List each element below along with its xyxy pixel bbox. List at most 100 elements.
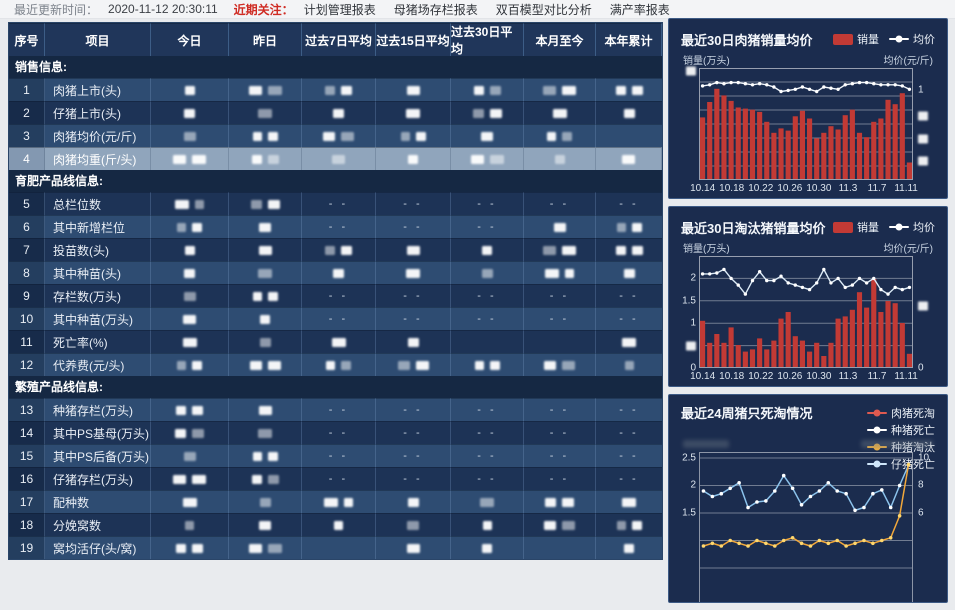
value-cell — [229, 536, 302, 559]
value-cell — [596, 261, 662, 284]
chart-card-cull-sales: 最近30日淘汰猪销量均价 销量 均价 销量(万头) 均价(元/斤) 2 1.5 1 0 … — [668, 206, 948, 387]
recent-focus-label: 近期关注： — [233, 2, 294, 17]
legend-item-均价[interactable]: 均价 — [889, 219, 935, 235]
value-cell — [229, 353, 302, 376]
table-row[interactable]: 14 其中PS基母(万头) - - - - - - - - - - — [9, 421, 662, 444]
column-header: 序号 — [9, 23, 45, 56]
legend-item-销量[interactable]: 销量 — [833, 31, 879, 47]
axis-tick: 1 — [918, 84, 924, 96]
table-row[interactable]: 19 窝均活仔(头/窝) — [9, 536, 662, 559]
value-cell — [151, 147, 229, 170]
row-number: 7 — [9, 238, 45, 261]
row-label: 仔猪存栏(万头) — [45, 467, 151, 490]
topbar-link-3[interactable]: 双百模型对比分析 — [495, 2, 592, 17]
redacted-value — [544, 360, 556, 370]
legend-item-种猪死亡[interactable]: 种猪死亡 — [867, 422, 935, 438]
redacted-value — [260, 314, 270, 324]
redacted-tick — [686, 341, 696, 351]
value-cell — [302, 238, 376, 261]
redacted-value — [482, 520, 492, 530]
plot-area — [699, 68, 913, 180]
axis-tick: 1.5 — [682, 295, 696, 307]
legend-item-种猪淘汰[interactable]: 种猪淘汰 — [867, 439, 935, 455]
legend-item-肉猪死淘[interactable]: 肉猪死淘 — [867, 405, 935, 421]
chart-card-mortality: 最近24周猪只死淘情况 肉猪死淘 种猪死亡 种猪淘汰 仔猪死亡 2.5 2 1.5 10 8… — [668, 394, 948, 603]
right-axis-ticks: 10 8 6 — [913, 452, 935, 602]
value-cell — [376, 261, 451, 284]
table-row[interactable]: 16 仔猪存栏(万头) - - - - - - - - - - — [9, 467, 662, 490]
value-cell — [596, 147, 662, 170]
redacted-value — [267, 360, 281, 370]
row-label: 总栏位数 — [45, 192, 151, 215]
value-cell — [302, 101, 376, 124]
section-row: 育肥产品线信息: — [9, 170, 662, 192]
x-axis-labels: 10.14 10.18 10.22 10.26 10.30 11.3 11.7 11.11 — [690, 180, 918, 198]
table-row[interactable]: 4 肉猪均重(斤/头) — [9, 147, 662, 170]
no-data-dash: - - — [619, 198, 639, 210]
table-row[interactable]: 11 死亡率(%) — [9, 330, 662, 353]
redacted-value — [407, 497, 419, 507]
legend-item-仔猪死亡[interactable]: 仔猪死亡 — [867, 456, 935, 472]
x-axis-label: 11.3 — [838, 371, 858, 382]
table-row[interactable]: 8 其中种苗(头) — [9, 261, 662, 284]
redacted-value — [615, 85, 626, 95]
value-cell — [596, 330, 662, 353]
value-cell — [151, 536, 229, 559]
table-row[interactable]: 6 其中新增栏位 - - - - - - — [9, 215, 662, 238]
table-row[interactable]: 5 总栏位数 - - - - - - - - - - — [9, 192, 662, 215]
row-label: 存栏数(万头) — [45, 284, 151, 307]
value-cell: - - — [376, 284, 451, 307]
no-data-dash: - - — [403, 450, 423, 462]
redacted-value — [333, 108, 344, 118]
redacted-value — [258, 268, 272, 278]
row-number: 14 — [9, 421, 45, 444]
no-data-dash: - - — [549, 198, 570, 210]
table-row[interactable]: 2 仔猪上市(头) — [9, 101, 662, 124]
row-number: 12 — [9, 353, 45, 376]
no-data-dash: - - — [549, 313, 570, 325]
redacted-value — [249, 360, 262, 370]
redacted-value — [562, 131, 572, 141]
value-cell — [596, 238, 662, 261]
topbar-link-2[interactable]: 母猪场存栏报表 — [393, 2, 478, 17]
row-label: 肉猪均重(斤/头) — [45, 147, 151, 170]
row-label: 仔猪上市(头) — [45, 101, 151, 124]
redacted-value — [480, 497, 494, 507]
topbar-link-4[interactable]: 满产率报表 — [609, 2, 670, 17]
no-data-dash: - - — [403, 221, 423, 233]
value-cell — [151, 78, 229, 101]
table-row[interactable]: 12 代养费(元/头) — [9, 353, 662, 376]
value-cell — [376, 101, 451, 124]
column-header: 今日 — [151, 23, 229, 56]
table-row[interactable]: 1 肉猪上市(头) — [9, 78, 662, 101]
table-row[interactable]: 18 分娩窝数 — [9, 513, 662, 536]
report-table: 序号 项目 今日 昨日 过去7日平均 过去15日平均 过去30日平均 本月至今 本年累计 销售信… — [8, 22, 663, 560]
value-cell: - - — [451, 215, 524, 238]
table-row[interactable]: 17 配种数 — [9, 490, 662, 513]
chart-legend: 销量 均价 — [833, 219, 935, 235]
legend-item-均价[interactable]: 均价 — [889, 31, 935, 47]
table-row[interactable]: 15 其中PS后备(万头) - - - - - - - - - - — [9, 444, 662, 467]
redacted-value — [631, 520, 642, 530]
x-axis-label: 11.7 — [867, 183, 887, 194]
redacted-value — [547, 131, 556, 141]
value-cell — [451, 124, 524, 147]
legend-item-销量[interactable]: 销量 — [833, 219, 879, 235]
update-time-value: 2020-11-12 20:30:11 — [108, 2, 218, 16]
table-row[interactable]: 3 肉猪均价(元/斤) — [9, 124, 662, 147]
table-row[interactable]: 13 种猪存栏(万头) - - - - - - - - - - — [9, 398, 662, 421]
redacted-value — [482, 543, 492, 553]
value-cell — [451, 536, 524, 559]
value-cell — [376, 124, 451, 147]
topbar-link-1[interactable]: 计划管理报表 — [303, 2, 376, 17]
table-row[interactable]: 10 其中种苗(万头) - - - - - - - - - - — [9, 307, 662, 330]
value-cell — [376, 78, 451, 101]
redacted-value — [631, 85, 643, 95]
table-row[interactable]: 7 投苗数(头) — [9, 238, 662, 261]
axis-tick: 2.5 — [682, 452, 696, 464]
redacted-value — [341, 245, 352, 255]
no-data-dash: - - — [549, 473, 570, 485]
value-cell — [524, 238, 596, 261]
table-row[interactable]: 9 存栏数(万头) - - - - - - - - - - — [9, 284, 662, 307]
redacted-value — [406, 543, 420, 553]
